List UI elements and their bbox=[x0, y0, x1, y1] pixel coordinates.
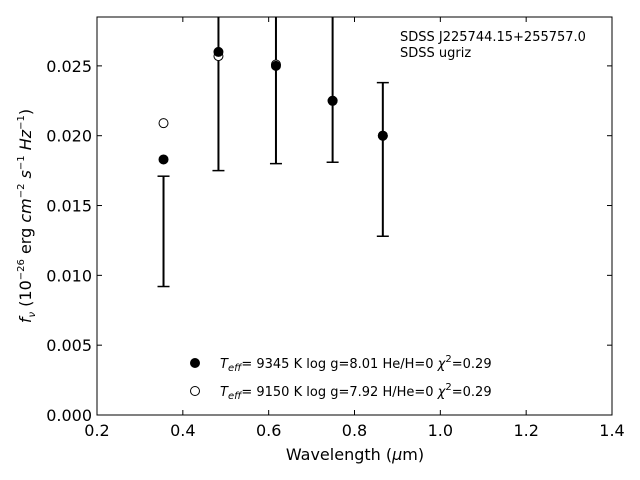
x-tick-label: 1.2 bbox=[513, 421, 538, 440]
error-bars bbox=[157, 17, 389, 288]
x-tick-label: 0.8 bbox=[342, 421, 367, 440]
filled-model-point bbox=[327, 95, 338, 106]
legend-comp-1: He/H=0 bbox=[382, 357, 433, 372]
legend-teff-1: 9345 K bbox=[256, 357, 302, 372]
filled-model-point bbox=[377, 130, 388, 141]
axis-ticks bbox=[96, 17, 613, 416]
legend-chi-1: =0.29 bbox=[452, 357, 492, 372]
x-tick-label: 0.4 bbox=[170, 421, 195, 440]
y-axis-title: fν (10−26 erg cm−2 s−1 Hz−1) bbox=[16, 109, 38, 323]
x-tick-label: 1.4 bbox=[599, 421, 624, 440]
plot-frame bbox=[96, 16, 613, 416]
legend-logg-2: log g=7.92 bbox=[306, 385, 378, 400]
filled-model-point bbox=[213, 46, 224, 57]
y-tick-labels: 0.000 0.005 0.010 0.015 0.020 0.025 bbox=[46, 57, 92, 425]
filled-model-point bbox=[270, 60, 281, 71]
y-tick-label: 0.020 bbox=[46, 127, 92, 146]
open-model-point bbox=[158, 118, 169, 129]
legend-entry-1: Teff= 9345 K log g=8.01 He/H=0 χ2=0.29 bbox=[220, 354, 492, 374]
y-tick-label: 0.005 bbox=[46, 336, 92, 355]
legend-marker-filled-circle bbox=[190, 358, 200, 368]
x-tick-labels: 0.2 0.4 0.6 0.8 1.0 1.2 1.4 bbox=[84, 421, 624, 440]
x-axis-title: Wavelength (μm) bbox=[286, 445, 424, 464]
x-tick-label: 0.2 bbox=[84, 421, 109, 440]
legend-entry-2: Teff= 9150 K log g=7.92 H/He=0 χ2=0.29 bbox=[220, 382, 492, 402]
x-tick-label: 1.0 bbox=[428, 421, 453, 440]
legend-comp-2: H/He=0 bbox=[382, 385, 433, 400]
y-tick-label: 0.000 bbox=[46, 406, 92, 425]
legend-teff-2: 9150 K bbox=[256, 385, 302, 400]
filter-set-annotation: SDSS ugriz bbox=[400, 46, 471, 61]
x-tick-label: 0.6 bbox=[256, 421, 281, 440]
legend-logg-1: log g=8.01 bbox=[306, 357, 378, 372]
legend: Teff= 9345 K log g=8.01 He/H=0 χ2=0.29 T… bbox=[190, 354, 492, 402]
y-tick-label: 0.025 bbox=[46, 57, 92, 76]
y-tick-label: 0.010 bbox=[46, 266, 92, 285]
object-name-annotation: SDSS J225744.15+255757.0 bbox=[400, 30, 586, 45]
legend-chi-2: =0.29 bbox=[452, 385, 492, 400]
legend-marker-open-circle bbox=[190, 386, 200, 396]
y-tick-label: 0.015 bbox=[46, 197, 92, 216]
data-points bbox=[158, 46, 388, 165]
filled-model-point bbox=[158, 154, 169, 165]
